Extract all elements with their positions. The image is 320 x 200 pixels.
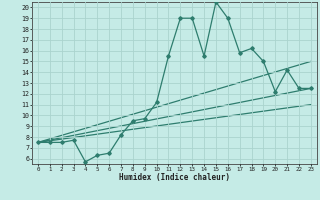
X-axis label: Humidex (Indice chaleur): Humidex (Indice chaleur) xyxy=(119,173,230,182)
